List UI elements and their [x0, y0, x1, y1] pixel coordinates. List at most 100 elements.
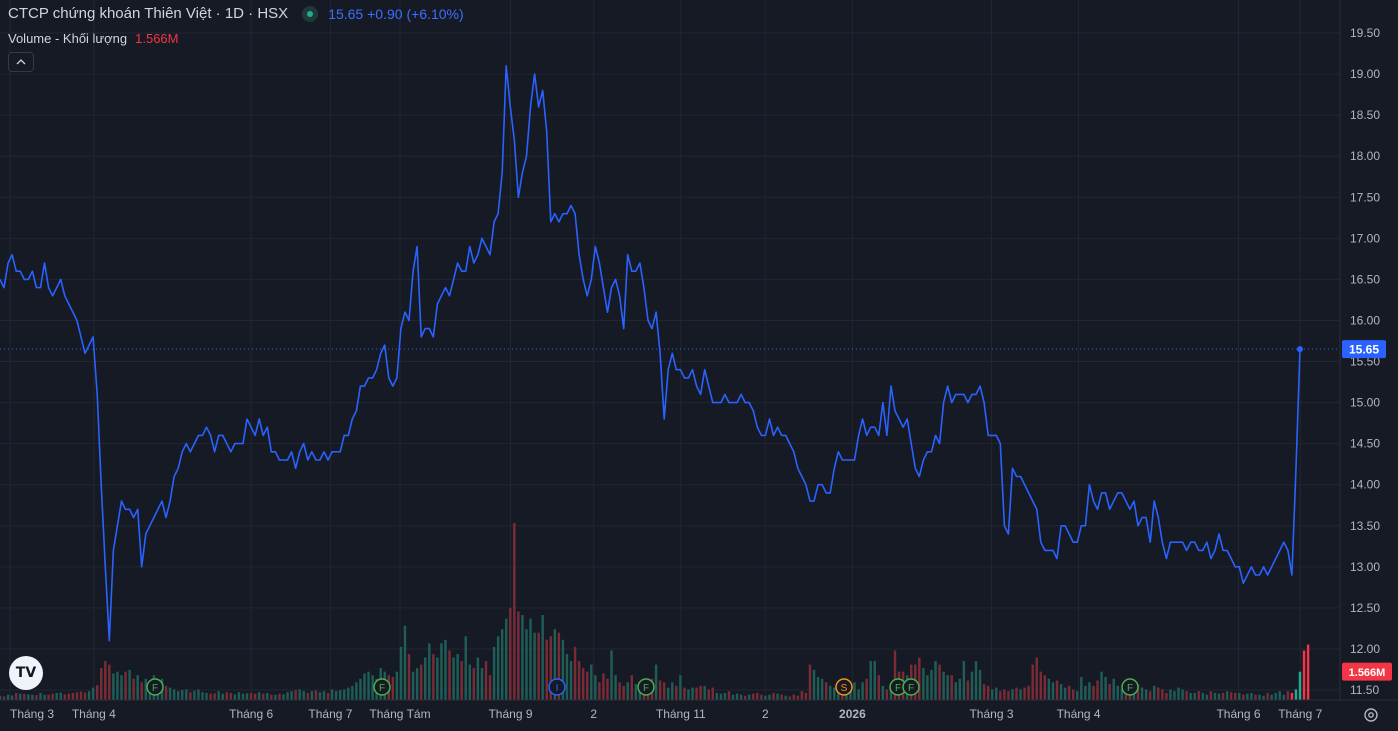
volume-bar — [1233, 692, 1237, 700]
tradingview-logo-icon[interactable]: TV — [9, 656, 43, 690]
volume-bar — [792, 694, 795, 700]
volume-bar — [318, 692, 322, 700]
volume-bar — [1254, 694, 1257, 700]
volume-bar — [626, 682, 629, 700]
volume-bar — [1270, 694, 1273, 700]
volume-bar — [1213, 692, 1217, 700]
volume-bar — [679, 675, 682, 700]
volume-bar — [533, 632, 536, 700]
volume-bar — [338, 690, 342, 700]
last-price-point — [1297, 346, 1303, 353]
volume-bar — [1015, 687, 1018, 700]
price-series-line — [0, 65, 1301, 642]
y-tick-label: 18.50 — [1350, 108, 1380, 122]
y-tick-label: 16.00 — [1350, 313, 1380, 327]
volume-bar — [391, 676, 395, 700]
y-tick-label: 11.50 — [1350, 683, 1379, 697]
volume-bar — [978, 669, 982, 700]
volume-bar — [1096, 680, 1099, 700]
volume-bar — [274, 694, 277, 700]
volume-bar — [79, 691, 83, 700]
volume-bar — [67, 693, 71, 700]
price-change: +0.90 — [367, 5, 403, 22]
volume-bar — [241, 693, 245, 700]
event-marker-dividend[interactable]: F — [373, 678, 391, 696]
volume-bar — [1221, 692, 1225, 700]
volume-bar — [1185, 691, 1188, 700]
x-axis[interactable]: Tháng 3 Tháng 4 Tháng 6 Tháng 7 Tháng Tám Thá… — [0, 699, 1398, 721]
volume-bar — [824, 682, 828, 700]
volume-bar — [10, 695, 14, 700]
volume-bar — [1246, 693, 1249, 700]
volume-bar — [249, 692, 253, 700]
volume-bar — [100, 668, 103, 700]
symbol-legend[interactable]: CTCP chứng khoán Thiên Việt · 1D · HSX 1… — [8, 5, 464, 22]
volume-bar — [460, 661, 463, 700]
volume-bar — [172, 689, 176, 700]
volume-bar — [727, 691, 731, 700]
volume-bar — [1039, 671, 1043, 700]
volume-bar — [83, 692, 87, 700]
volume-bar — [492, 646, 496, 700]
volume-bar — [739, 694, 743, 700]
volume-bar — [229, 692, 233, 700]
volume-bar — [541, 615, 544, 700]
y-tick-label: 18.00 — [1350, 149, 1380, 163]
volume-bar — [185, 689, 188, 700]
volume-legend[interactable]: Volume - Khối lượng 1.566M — [8, 31, 179, 46]
volume-bar — [991, 689, 994, 700]
collapse-legend-button[interactable] — [8, 52, 34, 72]
volume-bar — [201, 692, 204, 700]
volume-bar — [168, 687, 172, 700]
event-marker-dividend[interactable]: F — [146, 678, 164, 696]
volume-bar — [707, 689, 710, 700]
volume-bar — [1023, 687, 1026, 700]
event-marker-dividend[interactable]: F — [902, 678, 920, 696]
y-tick-label: 14.00 — [1350, 478, 1380, 492]
volume-bar — [1104, 676, 1107, 700]
event-marker-other[interactable]: I — [548, 678, 566, 696]
event-marker-dividend[interactable]: F — [1121, 678, 1139, 696]
volume-bar — [1161, 689, 1164, 700]
symbol-title[interactable]: CTCP chứng khoán Thiên Việt · 1D · HSX — [8, 5, 289, 22]
volume-bar — [63, 694, 67, 700]
volume-bar — [829, 685, 832, 700]
volume-bar — [808, 664, 812, 700]
volume-bar — [253, 693, 257, 700]
volume-bar — [1302, 650, 1306, 700]
volume-bar — [1047, 678, 1051, 700]
volume-bar — [1169, 689, 1172, 700]
volume-bar — [257, 692, 261, 700]
event-marker-split[interactable]: S — [835, 678, 853, 696]
svg-text:F: F — [1127, 683, 1133, 694]
volume-bar — [1112, 678, 1115, 700]
volume-bar — [399, 646, 403, 700]
volume-bar — [1205, 694, 1209, 700]
gear-icon[interactable] — [1362, 706, 1380, 724]
y-tick-label: 14.50 — [1350, 437, 1380, 451]
volume-bar — [594, 675, 597, 700]
volume-bar — [622, 685, 625, 700]
volume-bar — [23, 693, 26, 700]
event-marker-dividend[interactable]: F — [637, 678, 655, 696]
volume-bar — [1294, 689, 1298, 700]
volume-bar — [873, 661, 876, 700]
volume-bar — [748, 694, 751, 700]
volume-bar — [500, 629, 504, 700]
volume-bar — [760, 694, 763, 700]
volume-bar — [719, 693, 723, 700]
volume-bar — [286, 692, 289, 700]
volume-bar — [1003, 689, 1006, 700]
volume-bar — [363, 673, 366, 700]
volume-bar — [322, 691, 326, 700]
volume-bar — [865, 678, 868, 700]
volume-bar — [43, 694, 46, 700]
volume-bar — [59, 692, 62, 700]
volume-bar — [630, 675, 633, 700]
volume-bar — [549, 636, 552, 700]
volume-bar — [995, 687, 998, 700]
volume-bar — [1209, 691, 1213, 700]
volume-bar — [144, 678, 148, 700]
